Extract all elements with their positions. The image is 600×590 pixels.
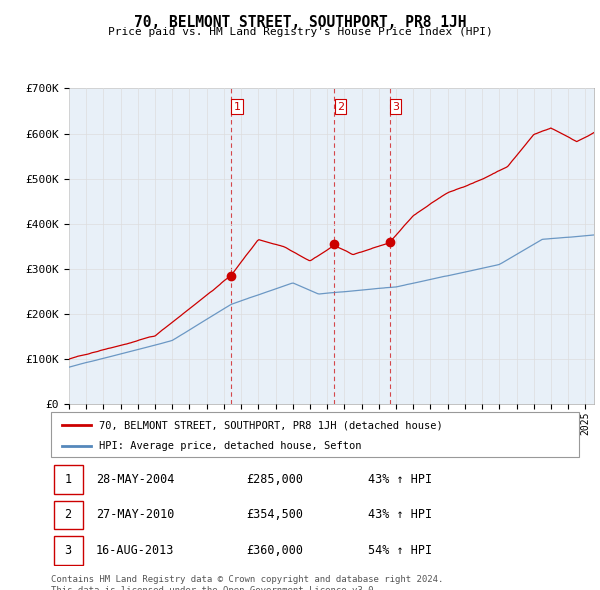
- Text: 28-MAY-2004: 28-MAY-2004: [96, 473, 174, 486]
- Text: 1: 1: [64, 473, 71, 486]
- Text: £285,000: £285,000: [247, 473, 304, 486]
- Text: 54% ↑ HPI: 54% ↑ HPI: [368, 543, 432, 557]
- FancyBboxPatch shape: [53, 536, 83, 565]
- FancyBboxPatch shape: [53, 466, 83, 494]
- Text: 70, BELMONT STREET, SOUTHPORT, PR8 1JH: 70, BELMONT STREET, SOUTHPORT, PR8 1JH: [134, 15, 466, 30]
- Text: 3: 3: [392, 101, 399, 112]
- Text: 3: 3: [64, 543, 71, 557]
- Text: 43% ↑ HPI: 43% ↑ HPI: [368, 473, 432, 486]
- FancyBboxPatch shape: [51, 412, 579, 457]
- Text: Price paid vs. HM Land Registry's House Price Index (HPI): Price paid vs. HM Land Registry's House …: [107, 27, 493, 37]
- Text: 16-AUG-2013: 16-AUG-2013: [96, 543, 174, 557]
- Text: Contains HM Land Registry data © Crown copyright and database right 2024.
This d: Contains HM Land Registry data © Crown c…: [51, 575, 443, 590]
- Text: 27-MAY-2010: 27-MAY-2010: [96, 508, 174, 522]
- Text: HPI: Average price, detached house, Sefton: HPI: Average price, detached house, Seft…: [98, 441, 361, 451]
- Text: 2: 2: [64, 508, 71, 522]
- Text: £360,000: £360,000: [247, 543, 304, 557]
- Text: 1: 1: [233, 101, 241, 112]
- Text: £354,500: £354,500: [247, 508, 304, 522]
- Text: 43% ↑ HPI: 43% ↑ HPI: [368, 508, 432, 522]
- Text: 2: 2: [337, 101, 344, 112]
- FancyBboxPatch shape: [53, 501, 83, 529]
- Text: 70, BELMONT STREET, SOUTHPORT, PR8 1JH (detached house): 70, BELMONT STREET, SOUTHPORT, PR8 1JH (…: [98, 421, 442, 431]
